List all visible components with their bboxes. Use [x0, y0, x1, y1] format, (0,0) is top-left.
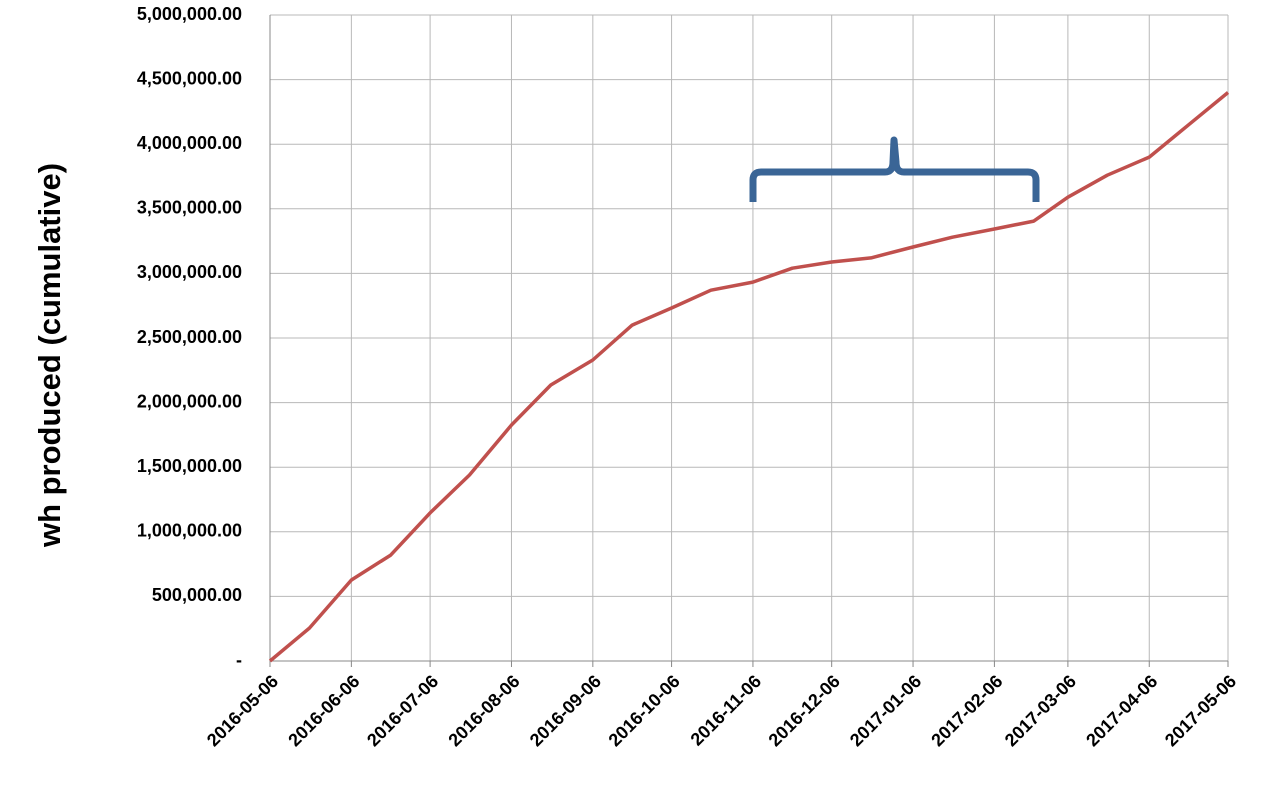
brace-annotation: [749, 136, 1040, 202]
y-tick-label: 3,500,000.00: [137, 198, 242, 218]
data-line: [268, 91, 1230, 663]
y-tick-label: 1,000,000.00: [137, 521, 242, 541]
x-tick-label: 2016-09-06: [526, 671, 605, 750]
x-tick-label: 2017-02-06: [927, 671, 1006, 750]
x-tick-label: 2017-03-06: [1001, 671, 1080, 750]
y-tick-label: 4,000,000.00: [137, 133, 242, 153]
x-tick-label: 2016-11-06: [687, 671, 766, 750]
x-tick-label: 2017-04-06: [1082, 671, 1161, 750]
x-tick-label: 2017-05-06: [1161, 671, 1240, 750]
x-tick-label: 2016-10-06: [605, 671, 684, 750]
x-tick-label: 2016-12-06: [765, 671, 844, 750]
x-tick-label: 2016-08-06: [444, 671, 523, 750]
y-axis-title: wh produced (cumulative): [32, 163, 67, 548]
y-tick-label: 4,500,000.00: [137, 68, 242, 88]
y-tick-label: 2,500,000.00: [137, 327, 242, 347]
y-tick-label: 2,000,000.00: [137, 391, 242, 411]
y-tick-label: 5,000,000.00: [137, 4, 242, 24]
y-tick-label: 1,500,000.00: [137, 456, 242, 476]
x-tick-label: 2016-06-06: [284, 671, 363, 750]
y-tick-label: 3,000,000.00: [137, 262, 242, 282]
x-tick-label: 2016-07-06: [363, 671, 442, 750]
y-tick-label: 500,000.00: [152, 585, 242, 605]
x-tick-label: 2017-01-06: [846, 671, 925, 750]
x-tick-label: 2016-05-06: [203, 671, 282, 750]
y-tick-label: -: [236, 650, 242, 670]
